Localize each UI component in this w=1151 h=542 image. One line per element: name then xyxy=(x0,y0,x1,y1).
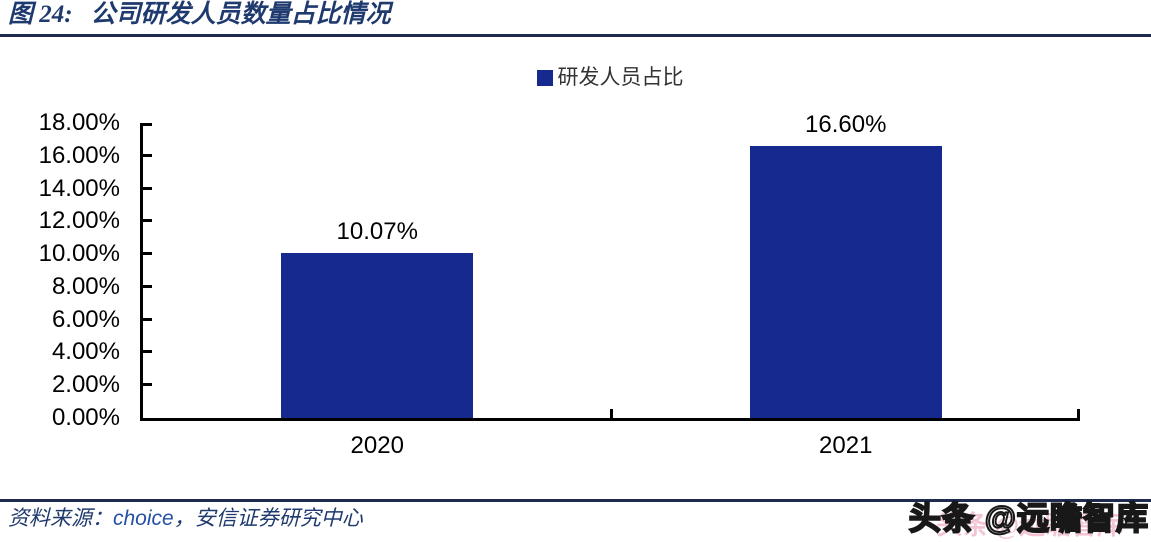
y-axis-tick xyxy=(143,186,152,190)
y-tick-label: 4.00% xyxy=(51,338,120,366)
x-axis-label: 2021 xyxy=(819,432,873,459)
title-divider xyxy=(0,34,1151,37)
source-name: choice xyxy=(113,507,174,530)
y-axis-tick xyxy=(143,284,152,288)
x-axis-end-tick xyxy=(1077,409,1080,418)
y-axis-tick xyxy=(143,123,152,126)
chart-legend: 研发人员占比 xyxy=(140,67,1080,88)
y-tick-label: 0.00% xyxy=(51,404,120,431)
y-axis-labels: 0.00% 2.00% 4.00% 6.00% 8.00% 10.00% 12.00% 14.… xyxy=(0,111,130,430)
y-axis-tick xyxy=(143,383,152,387)
y-tick-label: 2.00% xyxy=(51,371,120,399)
y-tick-label: 14.00% xyxy=(38,174,120,202)
y-axis-tick xyxy=(143,153,152,157)
y-tick-label: 12.00% xyxy=(38,207,120,235)
y-tick-label: 6.00% xyxy=(51,305,120,333)
y-axis-tick xyxy=(143,252,152,256)
footer-divider xyxy=(0,499,1151,502)
figure-caption: 图 24: 公司研发人员数量占比情况 xyxy=(8,1,391,30)
legend-label: 研发人员占比 xyxy=(557,66,684,89)
source-separator: ， xyxy=(173,506,195,530)
figure-title: 公司研发人员数量占比情况 xyxy=(90,1,391,28)
source-label: 资料来源： xyxy=(8,506,113,530)
bar-2021 xyxy=(749,145,942,418)
source-org: 安信证券研究中心 xyxy=(194,506,363,530)
x-axis-label: 2020 xyxy=(350,432,404,459)
figure-number: 图 24: xyxy=(8,1,73,28)
y-tick-label: 16.00% xyxy=(38,141,120,169)
y-tick-label: 8.00% xyxy=(51,272,120,300)
bar-value-label: 16.60% xyxy=(805,110,887,138)
legend-swatch xyxy=(536,69,553,86)
plot-area: 10.07% 2020 16.60% 2021 xyxy=(140,111,1080,459)
x-axis-tick xyxy=(610,409,613,418)
bar-value-label: 10.07% xyxy=(336,217,418,245)
bar-2020 xyxy=(281,252,474,418)
y-axis-tick xyxy=(143,350,152,354)
y-axis-tick xyxy=(143,219,152,223)
y-axis-tick xyxy=(143,317,152,321)
y-tick-label: 10.00% xyxy=(38,240,120,268)
watermark-underlay: 头条 @远瞻智库 xyxy=(936,511,1123,540)
toutiao-watermark: 头条 @远瞻智库 xyxy=(908,499,1149,537)
source-line: 资料来源：choice，安信证券研究中心 xyxy=(8,506,363,531)
y-tick-label: 18.00% xyxy=(38,109,120,136)
